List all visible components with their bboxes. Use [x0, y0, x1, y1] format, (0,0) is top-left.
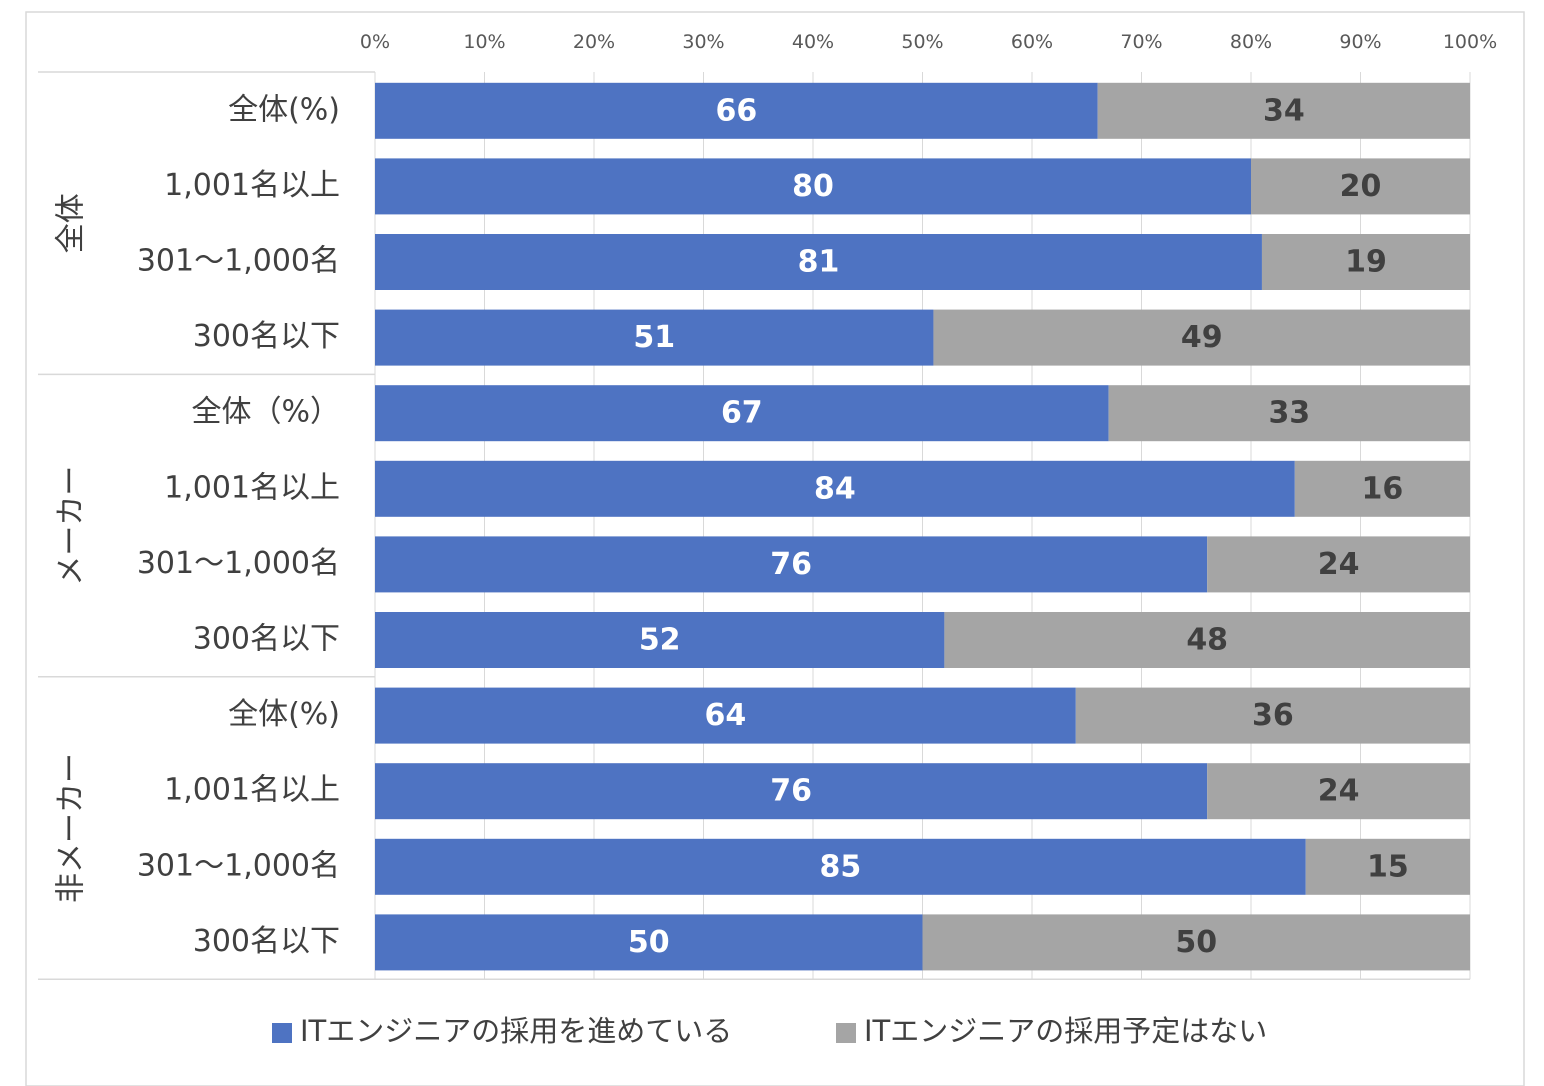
category-label: 全体(%)	[228, 92, 340, 127]
x-tick-label: 100%	[1443, 31, 1497, 53]
group-label: 全体	[54, 193, 89, 253]
bar-segment	[375, 385, 1109, 442]
x-tick-label: 30%	[682, 31, 724, 53]
data-label: 16	[1362, 471, 1404, 506]
bar-segment	[1207, 763, 1470, 820]
bar-segment	[375, 763, 1208, 820]
legend-label: ITエンジニアの採用予定はない	[864, 1014, 1267, 1048]
data-label: 19	[1345, 245, 1387, 280]
bar-segment	[375, 536, 1208, 593]
bar-segment	[1305, 838, 1470, 895]
x-tick-label: 40%	[792, 31, 834, 53]
data-label: 76	[770, 774, 812, 809]
data-label: 34	[1263, 93, 1305, 128]
data-label: 52	[639, 623, 681, 658]
x-tick-label: 10%	[463, 31, 505, 53]
bar-segment	[1207, 536, 1470, 593]
category-label: 301～1,000名	[137, 848, 340, 883]
data-label: 64	[705, 698, 747, 733]
category-label: 全体（%）	[191, 395, 340, 430]
bar-segment	[1108, 385, 1470, 442]
bar-segment	[1294, 460, 1470, 517]
data-label: 80	[792, 169, 834, 204]
data-label: 66	[715, 93, 757, 128]
x-tick-label: 20%	[573, 31, 615, 53]
category-label: 301～1,000名	[137, 546, 340, 581]
x-tick-label: 50%	[901, 31, 943, 53]
bars: 66 34 80 20 81 19 51 49 67 33 84 16 76 24 52 48 64 36 76 24…	[375, 82, 1470, 971]
bar-segment	[375, 309, 934, 366]
legend: ITエンジニアの採用を進めている ITエンジニアの採用予定はない	[272, 1014, 1267, 1048]
data-label: 33	[1268, 396, 1310, 431]
category-label: 301～1,000名	[137, 244, 340, 279]
data-label: 76	[770, 547, 812, 582]
legend-swatch	[272, 1023, 292, 1043]
gridlines	[38, 71, 1471, 980]
data-label: 20	[1340, 169, 1382, 204]
data-label: 67	[721, 396, 763, 431]
data-label: 84	[814, 471, 856, 506]
bar-segment	[933, 309, 1470, 366]
bar-segment	[944, 612, 1470, 668]
bar-segment	[1261, 234, 1470, 290]
bar-segment	[375, 838, 1306, 895]
data-label: 85	[820, 849, 862, 884]
category-label: 300名以下	[193, 622, 340, 657]
data-label: 24	[1318, 547, 1360, 582]
data-label: 15	[1367, 849, 1409, 884]
x-tick-label: 60%	[1011, 31, 1053, 53]
bar-segment	[375, 234, 1262, 290]
legend-swatch	[836, 1023, 856, 1043]
x-tick-label: 70%	[1120, 31, 1162, 53]
group-label: メーカー	[54, 466, 89, 586]
bar-segment	[375, 612, 945, 668]
data-label: 50	[1175, 925, 1217, 960]
category-label: 全体(%)	[228, 697, 340, 732]
data-label: 50	[628, 925, 670, 960]
bar-segment	[1251, 158, 1470, 215]
bar-segment	[375, 914, 923, 971]
data-label: 51	[633, 320, 675, 355]
group-label: 非メーカー	[54, 753, 89, 903]
bar-segment	[375, 687, 1076, 744]
bar-segment	[1097, 82, 1470, 139]
data-label: 24	[1318, 774, 1360, 809]
category-label: 1,001名以上	[164, 168, 340, 203]
bar-segment	[922, 914, 1470, 971]
category-label: 300名以下	[193, 924, 340, 959]
data-label: 49	[1181, 320, 1223, 355]
x-axis-tick-labels: 0% 10% 20% 30% 40% 50% 60% 70% 80% 90% 100%	[360, 31, 1497, 53]
x-tick-label: 90%	[1339, 31, 1381, 53]
data-label: 81	[798, 245, 840, 280]
legend-label: ITエンジニアの採用を進めている	[300, 1014, 732, 1048]
category-label: 300名以下	[193, 319, 340, 354]
bar-segment	[375, 158, 1251, 215]
bar-segment	[375, 82, 1098, 139]
x-tick-label: 80%	[1230, 31, 1272, 53]
category-label: 1,001名以上	[164, 773, 340, 808]
bar-segment	[375, 460, 1295, 517]
category-label: 1,001名以上	[164, 470, 340, 505]
x-tick-label: 0%	[360, 31, 390, 53]
data-label: 36	[1252, 698, 1294, 733]
category-labels: 全体全体(%)1,001名以上301～1,000名300名以下メーカー全体（%）…	[54, 92, 341, 959]
bar-segment	[1075, 687, 1470, 744]
data-label: 48	[1186, 623, 1228, 658]
